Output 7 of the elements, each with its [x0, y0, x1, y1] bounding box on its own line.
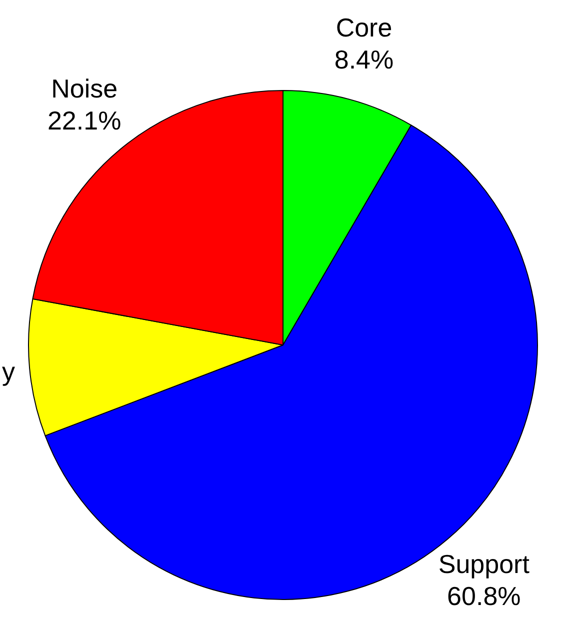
data-label: 8.4% [334, 44, 394, 74]
data-label: 22.1% [47, 106, 122, 136]
slice-label: Support [438, 548, 530, 579]
slice-label: Noise [51, 74, 118, 104]
slice-label: Core [336, 12, 392, 42]
data-label: 60.8% [447, 580, 521, 611]
slice-label: y [2, 356, 15, 386]
